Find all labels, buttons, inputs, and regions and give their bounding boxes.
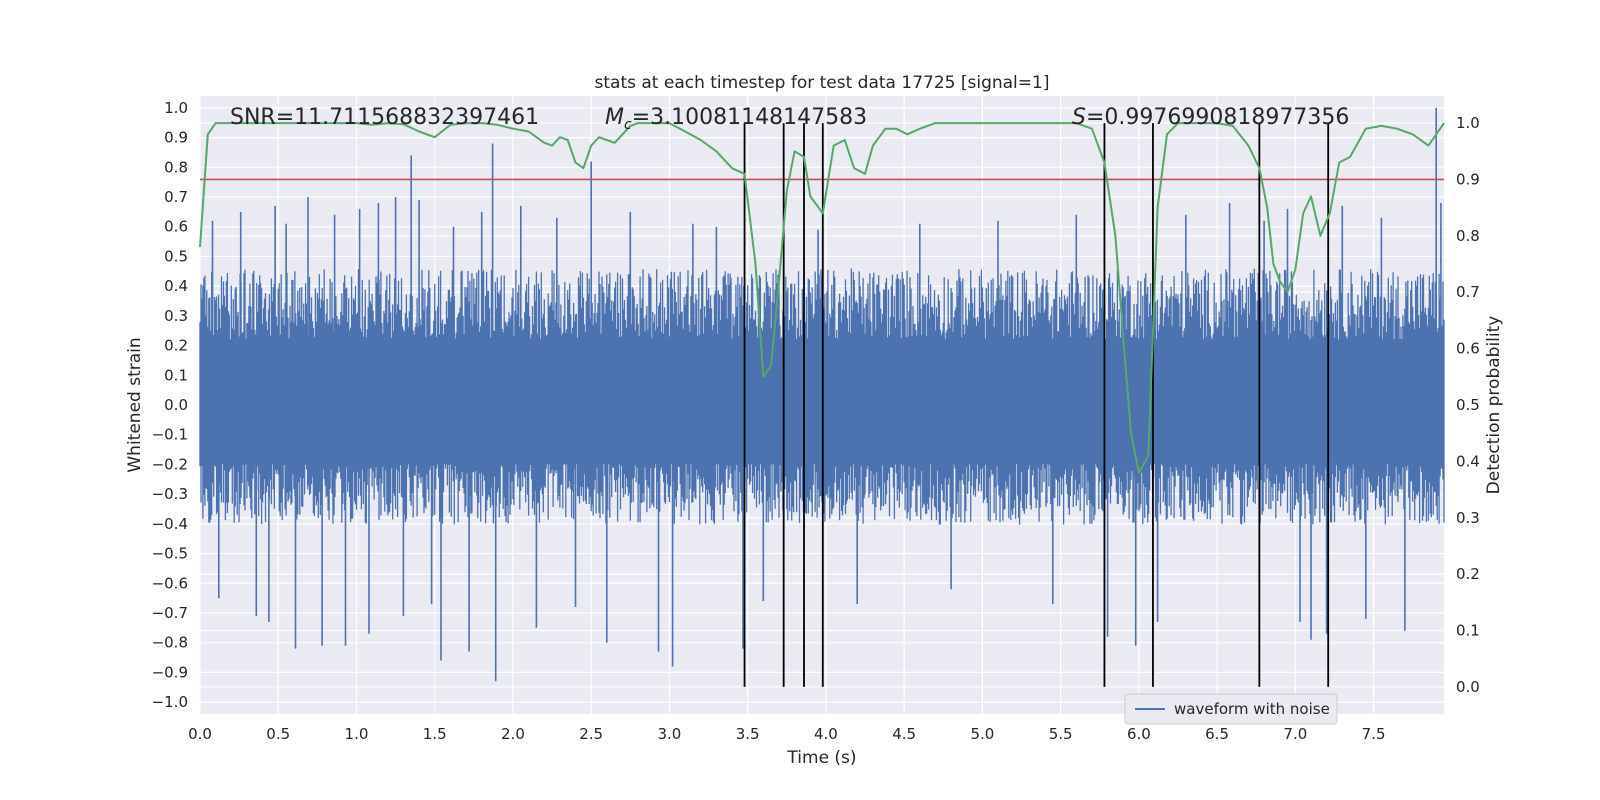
y-tick-label: −0.7 (152, 604, 188, 622)
y-tick-label: 0.2 (164, 337, 188, 355)
y-tick-label: 0.0 (164, 396, 188, 414)
y2-axis-label: Detection probability (1484, 316, 1504, 495)
y-tick-label: 0.3 (164, 307, 188, 325)
y-tick-label: 0.8 (164, 158, 188, 176)
x-tick-label: 5.0 (970, 725, 994, 743)
mc-symbol: M (605, 105, 624, 130)
x-tick-label: 4.0 (814, 725, 838, 743)
y2-tick-labels: 1.0 0.9 0.8 0.7 0.6 0.5 0.4 0.3 0.2 0.1 0.0 (1456, 114, 1480, 696)
y2-tick-label: 0.6 (1456, 340, 1480, 358)
x-tick-label: 1.0 (345, 725, 369, 743)
detection-probability-series (199, 122, 1445, 474)
x-tick-label: 7.5 (1362, 725, 1386, 743)
snr-annotation: SNR=11.711568832397461 (230, 105, 539, 130)
x-tick-label: 3.5 (736, 725, 760, 743)
y-tick-labels: 1.0 0.9 0.8 0.7 0.6 0.5 0.4 0.3 0.2 0.1 0.0 −0.1 −0.… (152, 99, 188, 711)
mc-subscript: c (624, 117, 632, 133)
mc-value: =3.10081148147583 (632, 105, 867, 130)
x-tick-label: 2.5 (579, 725, 603, 743)
y2-tick-label: 0.5 (1456, 396, 1480, 414)
y-tick-label: 0.4 (164, 277, 188, 295)
y2-tick-label: 0.7 (1456, 283, 1480, 301)
x-tick-label: 7.0 (1283, 725, 1307, 743)
y-tick-label: −0.8 (152, 634, 188, 652)
y-tick-label: −0.9 (152, 663, 188, 681)
y2-tick-label: 0.2 (1456, 565, 1480, 583)
y-tick-label: 0.7 (164, 188, 188, 206)
spin-annotation: S=0.9976990818977356 (1072, 105, 1349, 130)
x-tick-label: 6.5 (1205, 725, 1229, 743)
s-symbol: S (1072, 105, 1086, 130)
y-tick-label: 0.5 (164, 247, 188, 265)
y2-tick-label: 1.0 (1456, 114, 1480, 132)
s-value: =0.9976990818977356 (1086, 105, 1349, 130)
x-tick-label: 3.0 (658, 725, 682, 743)
y-axis-label: Whitened strain (125, 337, 145, 472)
x-tick-label: 0.0 (188, 725, 212, 743)
waveform-spikes (211, 107, 1442, 682)
y-tick-label: 0.6 (164, 218, 188, 236)
x-tick-label: 6.0 (1127, 725, 1151, 743)
y-tick-label: −0.1 (152, 426, 188, 444)
legend: waveform with noise (1124, 693, 1338, 725)
legend-label: waveform with noise (1174, 700, 1330, 718)
y2-tick-label: 0.3 (1456, 509, 1480, 527)
y-tick-label: −1.0 (152, 693, 188, 711)
y-tick-label: −0.2 (152, 455, 188, 473)
detection-probability-line (199, 122, 1445, 474)
x-tick-label: 0.5 (266, 725, 290, 743)
x-tick-label: 4.5 (892, 725, 916, 743)
mc-annotation: Mc=3.10081148147583 (605, 105, 867, 133)
y-tick-label: −0.4 (152, 515, 188, 533)
x-tick-labels: 0.0 0.5 1.0 1.5 2.0 2.5 3.0 3.5 4.0 4.5 5.0 5.5 6.0 6… (188, 725, 1385, 743)
y2-tick-label: 0.1 (1456, 622, 1480, 640)
x-tick-label: 1.5 (423, 725, 447, 743)
y2-tick-label: 0.4 (1456, 452, 1480, 470)
y-tick-label: −0.6 (152, 574, 188, 592)
legend-box (1124, 693, 1338, 725)
y-tick-label: −0.3 (152, 485, 188, 503)
y2-tick-label: 0.0 (1456, 678, 1480, 696)
x-tick-label: 5.5 (1049, 725, 1073, 743)
y2-tick-label: 0.8 (1456, 227, 1480, 245)
chart-title: stats at each timestep for test data 177… (595, 73, 1050, 93)
y-tick-label: 0.9 (164, 129, 188, 147)
y-tick-label: −0.5 (152, 545, 188, 563)
y-tick-label: 1.0 (164, 99, 188, 117)
x-tick-label: 2.0 (501, 725, 525, 743)
y-tick-label: 0.1 (164, 366, 188, 384)
y2-tick-label: 0.9 (1456, 170, 1480, 188)
x-axis-label: Time (s) (786, 748, 856, 768)
